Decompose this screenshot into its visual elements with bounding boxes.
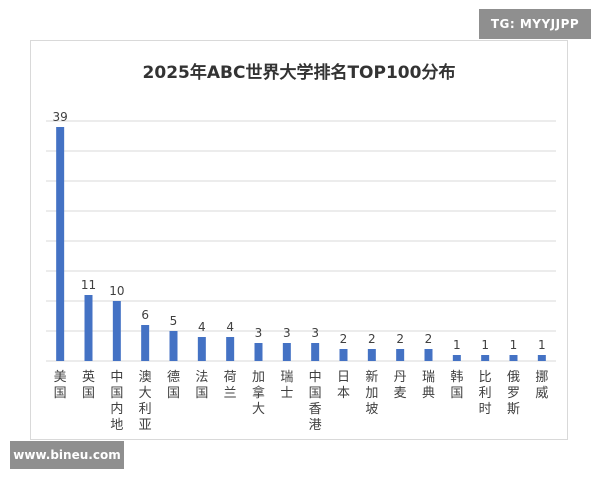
bar xyxy=(56,127,65,361)
bar xyxy=(197,337,206,361)
x-tick-label: 俄罗斯 xyxy=(507,370,520,417)
x-tick-label: 中国香港 xyxy=(309,370,322,433)
x-tick-label: 德国 xyxy=(167,370,180,401)
bar xyxy=(169,331,178,361)
chart-title: 2025年ABC世界大学排名TOP100分布 xyxy=(142,63,456,83)
x-tick-label: 瑞士 xyxy=(280,370,293,401)
data-label: 1 xyxy=(510,338,518,352)
bar xyxy=(112,301,121,361)
bar xyxy=(339,349,348,361)
bar xyxy=(509,355,518,361)
x-tick-label: 丹麦 xyxy=(394,370,407,401)
bar xyxy=(141,325,150,361)
x-tick-label: 荷兰 xyxy=(224,370,237,401)
x-tick-label: 新加坡 xyxy=(365,369,378,417)
x-tick-label: 美国 xyxy=(54,370,67,401)
x-tick-label: 英国 xyxy=(82,370,95,401)
bar xyxy=(311,343,320,361)
bar xyxy=(84,295,93,361)
x-tick-label: 中国内地 xyxy=(110,370,123,433)
data-label: 1 xyxy=(453,338,461,352)
bar xyxy=(452,355,461,361)
bar xyxy=(537,355,546,361)
data-label: 11 xyxy=(81,278,96,292)
x-tick-label: 法国 xyxy=(195,370,208,401)
data-label: 2 xyxy=(368,332,376,346)
bar xyxy=(367,349,376,361)
data-label: 4 xyxy=(226,320,234,334)
data-label: 6 xyxy=(141,308,149,322)
bar xyxy=(282,343,291,361)
x-tick-label: 瑞典 xyxy=(422,370,435,401)
data-label: 39 xyxy=(53,110,68,124)
x-tick-label: 韩国 xyxy=(450,370,463,401)
data-label: 3 xyxy=(311,326,319,340)
data-label: 3 xyxy=(283,326,291,340)
bar xyxy=(481,355,490,361)
x-tick-label: 日本 xyxy=(337,370,350,401)
x-tick-label: 挪威 xyxy=(535,370,548,401)
x-tick-label: 澳大利亚 xyxy=(139,369,152,433)
data-label: 4 xyxy=(198,320,206,334)
x-tick-label: 比利时 xyxy=(479,370,492,417)
watermark-top: TG: MYYJJPP xyxy=(479,9,591,39)
data-label: 2 xyxy=(340,332,348,346)
data-label: 10 xyxy=(109,284,124,298)
bar xyxy=(424,349,433,361)
data-label: 3 xyxy=(255,326,263,340)
watermark-bottom: www.bineu.com xyxy=(10,441,124,469)
chart-frame xyxy=(30,40,568,440)
x-tick-label: 加拿大 xyxy=(252,370,265,417)
bar xyxy=(396,349,405,361)
data-label: 1 xyxy=(481,338,489,352)
data-label: 1 xyxy=(538,338,546,352)
data-label: 2 xyxy=(425,332,433,346)
bar xyxy=(226,337,235,361)
bar xyxy=(254,343,263,361)
data-label: 5 xyxy=(170,314,178,328)
data-label: 2 xyxy=(396,332,404,346)
